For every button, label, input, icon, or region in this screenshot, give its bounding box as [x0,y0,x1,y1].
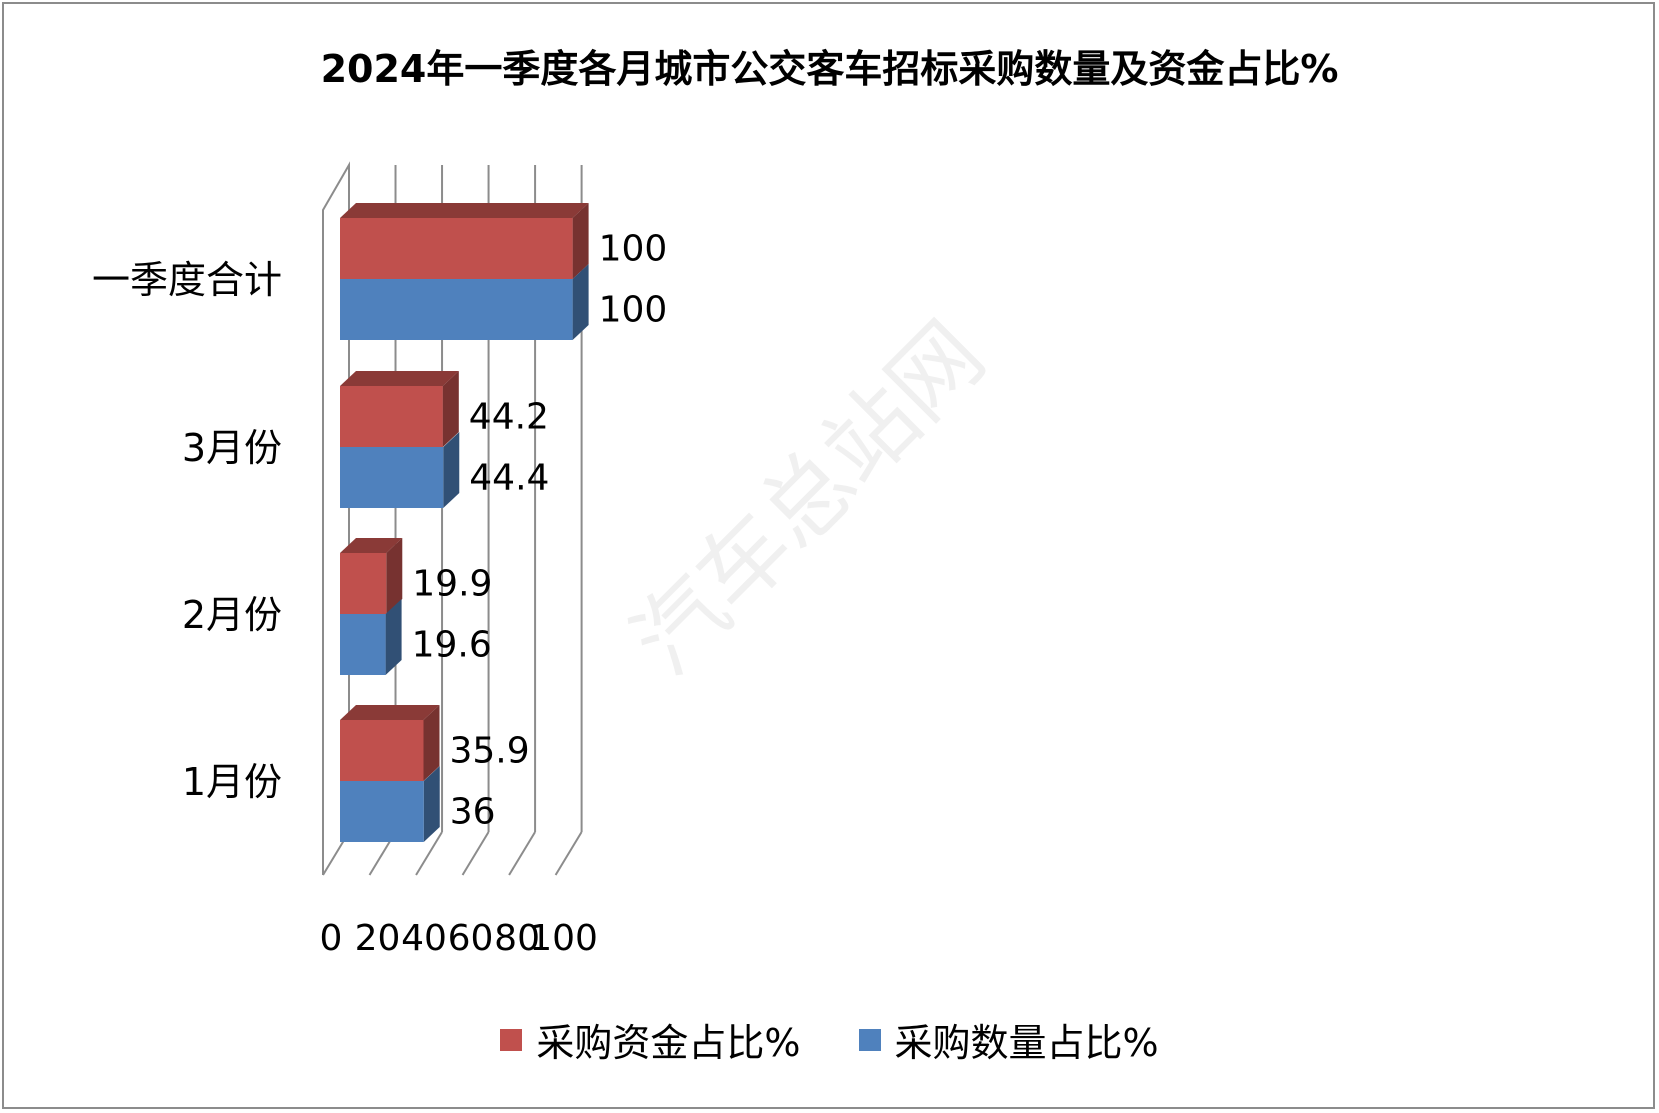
data-label-quantity-2: 44.4 [469,458,549,499]
legend-swatch-quantity [858,1028,881,1051]
x-tick-label-40: 40 [401,918,447,959]
legend-swatch-funds [500,1028,523,1051]
x-tick-label-20: 20 [355,918,401,959]
bar-front-face-2-0 [340,386,443,447]
bar-side-face-3-0 [572,203,589,279]
legend: 采购资金占比% 采购数量占比% [0,1012,1659,1067]
x-tick-label-0: 0 [320,918,343,959]
y-category-label-0: 1月份 [182,760,282,804]
bar-front-face-0-1 [340,781,424,842]
data-label-funds-3: 100 [599,229,668,270]
bar-quantity-0 [340,766,440,842]
bar-funds-1 [340,538,403,614]
bar-top-face-2 [340,371,459,386]
legend-item-funds: 采购资金占比% [500,1012,801,1067]
bar-front-face-1-1 [340,614,386,675]
bar-quantity-1 [340,599,402,675]
data-label-funds-1: 19.9 [412,564,492,605]
chart-title: 2024年一季度各月城市公交客车招标采购数量及资金占比% [320,47,1339,91]
floor-line-60 [461,831,490,876]
bar-quantity-3 [340,264,589,340]
bar-funds-2 [340,371,459,447]
x-tick-label-100: 100 [529,918,598,959]
bar-front-face-3-0 [340,218,573,279]
floor-line-100 [554,831,583,876]
data-label-funds-0: 35.9 [450,731,530,772]
bar-side-face-3-1 [572,264,589,340]
y-category-label-3: 一季度合计 [92,258,282,302]
bar-side-face-0-1 [423,766,440,842]
bar-front-face-3-1 [340,279,573,340]
bar-side-face-1-0 [386,538,403,614]
legend-label-quantity: 采购数量占比% [894,1021,1159,1065]
data-label-quantity-0: 36 [450,792,496,833]
bar-side-face-2-1 [443,432,460,508]
bar-front-face-2-1 [340,447,444,508]
x-tick-label-60: 60 [448,918,494,959]
data-label-quantity-1: 19.6 [412,625,492,666]
data-label-quantity-3: 100 [599,290,668,331]
bar-top-face-0 [340,705,440,720]
y-category-label-1: 2月份 [182,593,282,637]
bar-front-face-1-0 [340,553,387,614]
bar-quantity-2 [340,432,460,508]
bar-funds-0 [340,705,440,781]
bar-front-face-0-0 [340,720,424,781]
bar-side-face-1-1 [385,599,402,675]
bar-top-face-1 [340,538,403,553]
watermark-text: 汽车总站网 [612,302,1004,694]
data-label-funds-2: 44.2 [469,397,549,438]
bar-funds-3 [340,203,589,279]
bar-top-face-3 [340,203,589,218]
bar-side-face-0-0 [423,705,440,781]
legend-item-quantity: 采购数量占比% [858,1012,1159,1067]
y-category-label-2: 3月份 [182,426,282,470]
floor-line-80 [508,831,536,876]
x-tick-label-80: 80 [494,918,540,959]
left-wall [322,161,350,876]
legend-label-funds: 采购资金占比% [536,1021,801,1065]
bar-side-face-2-0 [442,371,459,447]
floor-line-40 [415,831,443,876]
